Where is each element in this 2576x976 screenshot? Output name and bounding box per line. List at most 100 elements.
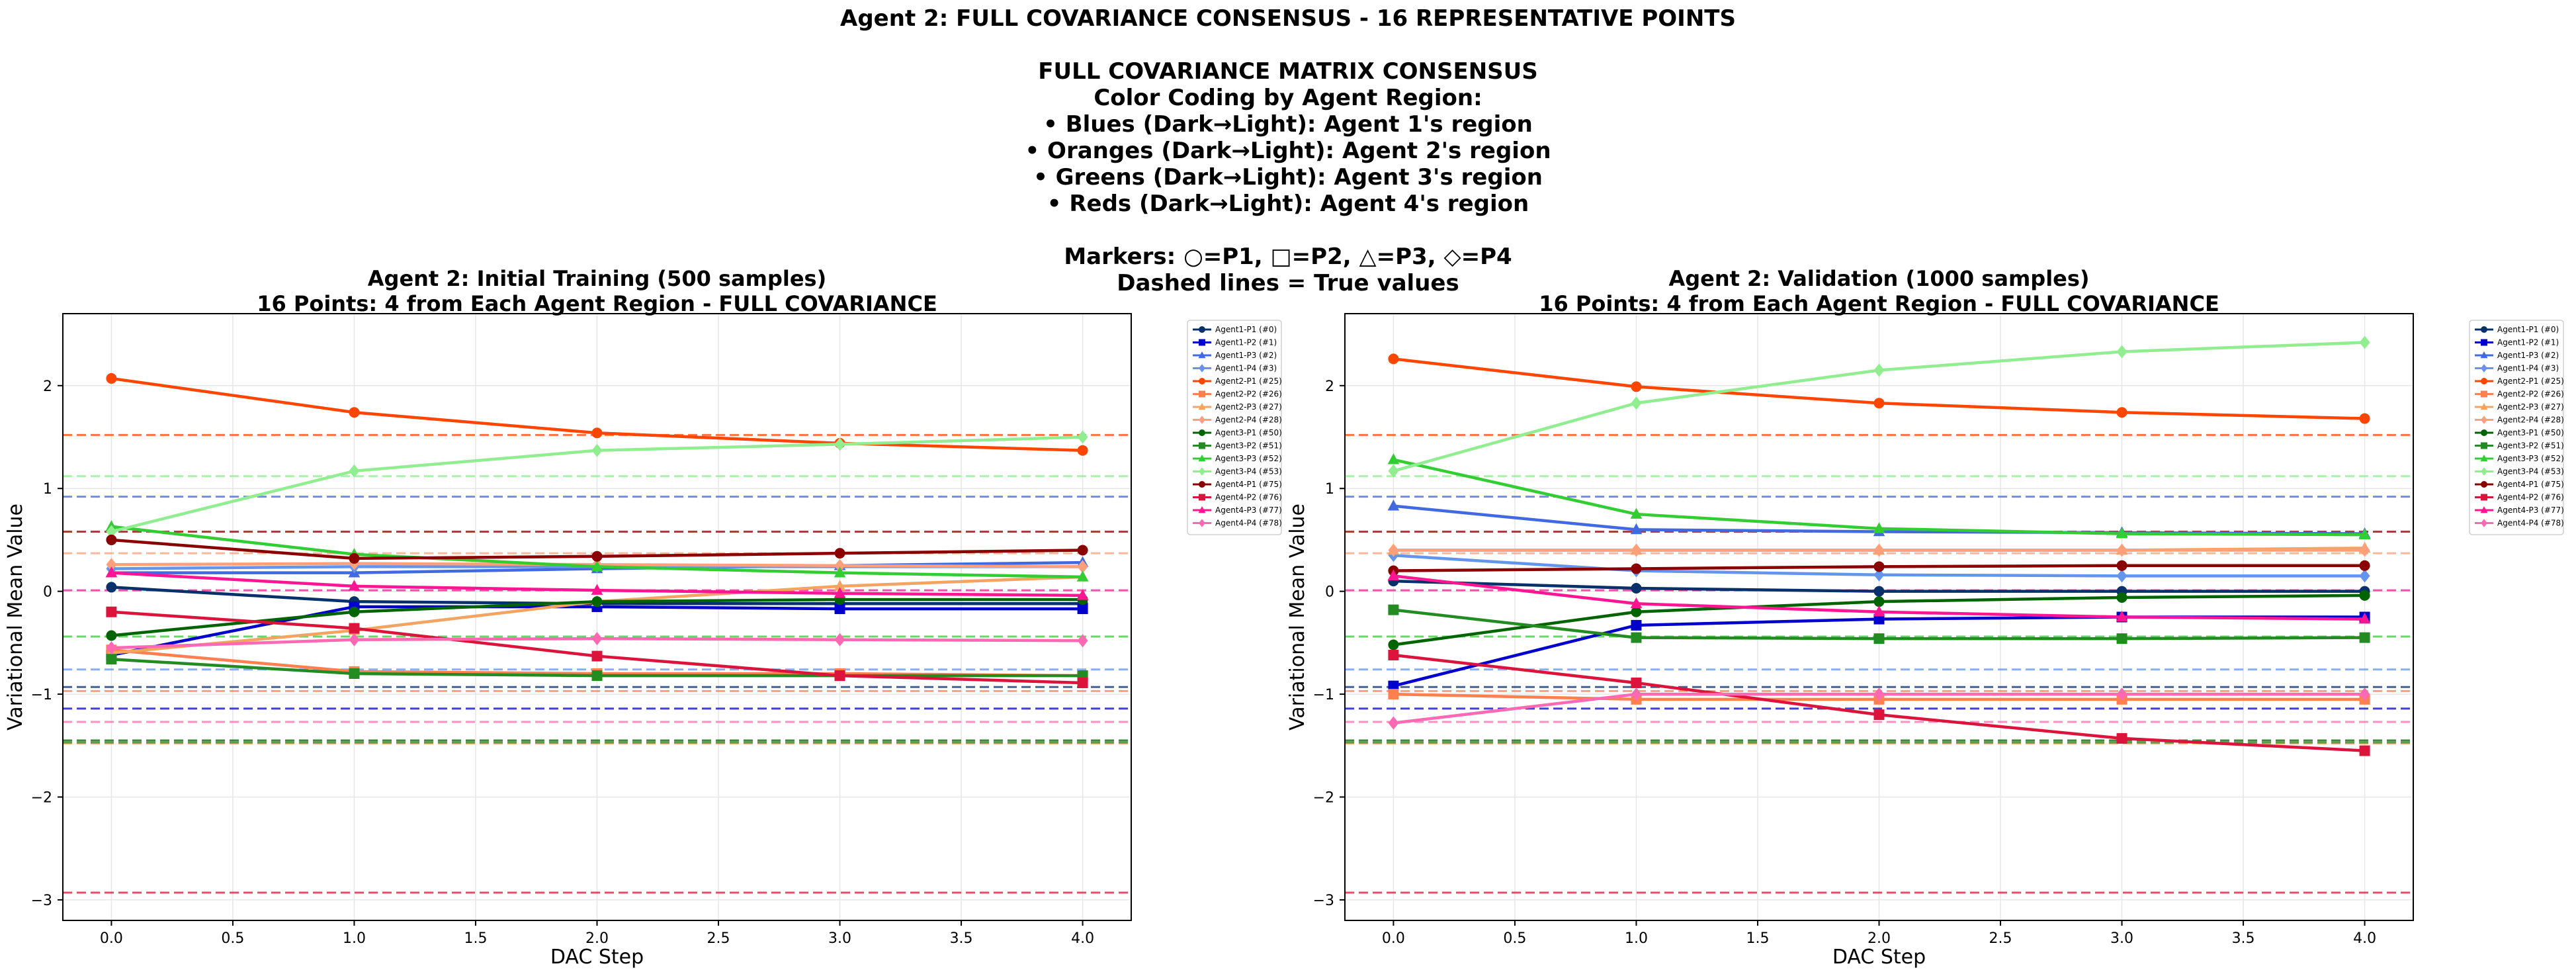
suptitle-line: • Greens (Dark→Light): Agent 3's region (1033, 164, 1543, 191)
data-point (1076, 589, 1089, 600)
chart-panel-1: Agent 2: Initial Training (500 samples)1… (4, 266, 1282, 969)
legend-item: Agent2-P4 (#28) (2475, 416, 2564, 425)
data-point (1631, 632, 1642, 643)
legend-item: Agent4-P2 (#76) (1193, 493, 1282, 502)
series-14 (1388, 650, 2370, 756)
data-point (591, 670, 603, 682)
legend-label: Agent2-P1 (#25) (2497, 377, 2564, 386)
x-tick-label: 0.5 (1503, 930, 1526, 947)
legend-label: Agent1-P2 (#1) (2497, 338, 2559, 347)
suptitle-line: Agent 2: FULL COVARIANCE CONSENSUS - 16 … (840, 5, 1736, 32)
series-8 (1388, 543, 2370, 557)
legend-item: Agent3-P1 (#50) (2475, 428, 2564, 437)
data-point (1630, 523, 1643, 535)
data-point (834, 603, 845, 615)
series-11 (1387, 453, 2371, 539)
legend-marker (2481, 364, 2487, 373)
legend-marker (2481, 519, 2487, 527)
legend-item: Agent2-P1 (#25) (2475, 377, 2564, 386)
legend-label: Agent2-P4 (#28) (2497, 416, 2564, 425)
data-point (2359, 569, 2370, 583)
legend-marker (1199, 339, 1205, 346)
legend-label: Agent4-P3 (#77) (2497, 506, 2564, 515)
data-point (2359, 590, 2370, 601)
data-point (2358, 528, 2371, 539)
legend-label: Agent2-P1 (#25) (1215, 377, 1282, 386)
data-point (1873, 568, 1885, 582)
y-tick-label: 0 (1325, 584, 1334, 601)
legend-marker (1199, 364, 1205, 373)
y-tick-label: −2 (31, 789, 52, 806)
data-point (2116, 560, 2127, 571)
series-15 (1387, 569, 2371, 624)
data-point (2359, 632, 2370, 643)
legend-marker (1199, 481, 1205, 488)
data-point (591, 584, 603, 595)
data-point (1631, 396, 1642, 410)
legend-marker (1198, 351, 1206, 359)
legend-marker (2480, 351, 2488, 359)
legend-item: Agent3-P3 (#52) (2475, 454, 2564, 463)
legend-item: Agent4-P4 (#78) (1193, 519, 1282, 528)
legend-item: Agent3-P4 (#53) (1193, 467, 1282, 476)
data-point (106, 534, 117, 545)
legend-marker (1199, 326, 1205, 333)
x-tick-label: 4.0 (2353, 930, 2376, 947)
chart-title: Agent 2: Validation (1000 samples) (1668, 266, 2089, 291)
legend-marker (1198, 506, 1206, 513)
legend-label: Agent2-P3 (#27) (1215, 402, 1282, 412)
suptitle-line: Dashed lines = True values (1117, 270, 1459, 296)
data-point (591, 596, 603, 607)
data-point (349, 623, 360, 634)
data-point (1873, 522, 1885, 533)
data-point (106, 558, 117, 572)
data-point (2359, 745, 2370, 756)
series-10 (106, 654, 1088, 682)
data-point (349, 668, 360, 679)
data-point (1631, 619, 1642, 631)
legend-label: Agent3-P4 (#53) (1215, 467, 1282, 476)
legend-marker (2481, 494, 2487, 501)
series-5 (106, 373, 1088, 456)
data-point (349, 606, 360, 617)
y-tick-label: −3 (1313, 893, 1334, 909)
suptitle-line: FULL COVARIANCE MATRIX CONSENSUS (1038, 58, 1538, 85)
legend-item: Agent1-P1 (#0) (1193, 325, 1277, 334)
legend-item: Agent1-P3 (#2) (2475, 351, 2559, 360)
legend-marker (2481, 442, 2487, 449)
data-point (1873, 709, 1885, 721)
data-point (1387, 500, 1400, 511)
data-point (1388, 639, 1399, 650)
data-point (2116, 569, 2127, 583)
legend-label: Agent4-P3 (#77) (1215, 506, 1282, 515)
legend-marker (1199, 467, 1205, 476)
series-12 (1388, 335, 2370, 478)
series-5 (1388, 353, 2370, 424)
data-point (2359, 560, 2370, 571)
legend-marker (2480, 506, 2488, 513)
data-point (1388, 353, 1399, 365)
data-point (2116, 527, 2128, 539)
data-point (1388, 716, 1399, 730)
y-tick-label: 1 (43, 481, 52, 498)
data-point (1873, 613, 1885, 625)
data-point (591, 427, 603, 439)
y-tick-label: −3 (31, 893, 52, 909)
data-point (1077, 677, 1088, 688)
y-tick-label: 2 (43, 378, 52, 395)
legend-item: Agent4-P4 (#78) (2475, 519, 2564, 528)
data-point (1388, 680, 1399, 691)
data-point (1077, 560, 1088, 574)
y-tick-label: −1 (31, 687, 52, 703)
legend-item: Agent1-P2 (#1) (2475, 338, 2559, 347)
data-point (1630, 508, 1643, 519)
legend-label: Agent1-P4 (#3) (2497, 364, 2559, 373)
legend-marker (2480, 455, 2488, 462)
suptitle-line: Markers: ○=P1, □=P2, △=P3, ◇=P4 (1064, 244, 1512, 270)
chart-title: 16 Points: 4 from Each Agent Region - FU… (257, 291, 937, 316)
legend-label: Agent4-P4 (#78) (2497, 519, 2564, 528)
x-tick-label: 2.5 (707, 930, 730, 947)
data-point (1077, 634, 1088, 648)
legend-label: Agent3-P1 (#50) (2497, 428, 2564, 437)
data-point (1873, 633, 1885, 644)
